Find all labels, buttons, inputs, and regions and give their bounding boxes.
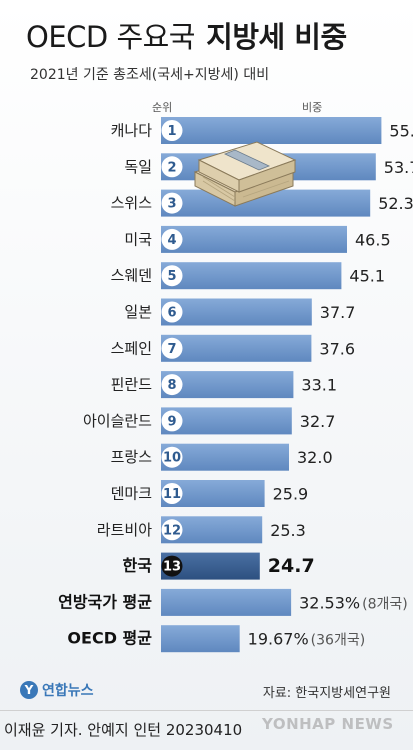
logo-text: 연합뉴스 [42, 683, 94, 699]
value-label: 37.6 [319, 339, 355, 358]
category-label: 독일 [124, 158, 152, 176]
rank-number: 9 [167, 414, 176, 429]
rank-number: 8 [167, 378, 176, 393]
category-label: 일본 [124, 303, 152, 321]
rank-badge [161, 156, 183, 178]
value-label: 53.7 [384, 158, 413, 177]
category-label: 연방국가 평균 [58, 592, 152, 611]
value-label: 55.1% [389, 122, 413, 141]
rank-number: 4 [167, 233, 176, 248]
logo-mark-icon: Y [20, 681, 38, 699]
title-regular: OECD 주요국 [26, 20, 196, 54]
bar-14 [161, 588, 292, 616]
bar-1 [161, 117, 382, 144]
value-label: 25.3 [270, 521, 306, 540]
rank-badge [161, 555, 183, 577]
rank-number: 11 [163, 487, 181, 502]
category-label: 캐나다 [111, 122, 153, 140]
category-label: 프랑스 [111, 448, 153, 466]
yonhap-logo: Y 연합뉴스 [20, 680, 94, 700]
rank-badge [161, 301, 183, 323]
value-label: 52.3 [378, 194, 413, 213]
value-label: 37.7 [320, 303, 356, 322]
watermark: YONHAP NEWS [262, 715, 394, 733]
rank-badge [161, 483, 183, 504]
category-label: 라트비아 [97, 521, 152, 539]
rank-badge [161, 374, 183, 396]
rank-number: 12 [163, 523, 181, 538]
rank-badge [161, 337, 183, 359]
rank-number: 5 [167, 269, 176, 284]
rank-badge [161, 192, 183, 214]
category-label: 핀란드 [111, 376, 153, 394]
bar-7 [161, 334, 312, 362]
category-label: 덴마크 [111, 485, 152, 503]
category-label: 스웨덴 [111, 267, 152, 285]
footer-divider [0, 710, 413, 711]
bar-5 [161, 262, 342, 290]
value-label: 19.67% [248, 630, 309, 649]
source-note: 자료: 한국지방세연구원 [262, 686, 391, 701]
category-label: 스위스 [111, 194, 153, 212]
rank-badge [161, 265, 183, 287]
chart-subtitle: 2021년 기준 총조세(국세+지방세) 대비 [30, 67, 270, 83]
rank-number: 10 [163, 451, 181, 466]
value-label: 32.7 [300, 412, 336, 431]
value-label: 24.7 [268, 555, 315, 577]
bar-4 [161, 225, 347, 253]
rank-number: 2 [167, 160, 176, 175]
rank-badge [161, 120, 183, 141]
category-label: 미국 [124, 230, 152, 248]
title-bold: 지방세 비중 [206, 20, 347, 54]
rank-number: 1 [167, 124, 176, 139]
country-count-note: (8개국) [362, 596, 408, 612]
category-label: 아이슬란드 [83, 412, 152, 430]
rank-column-header: 순위 [152, 101, 173, 114]
value-label: 32.0 [297, 448, 333, 467]
bar-chart: 캐나다 1 55.1% 독일 2 53.7 스위스 3 52.3 미국 4 46.5 스웨덴 5 45.1 일… [58, 117, 413, 653]
chart-title: OECD 주요국 지방세 비중 [26, 14, 347, 56]
bar-6 [161, 298, 312, 326]
rank-badge [161, 410, 183, 432]
value-label: 25.9 [273, 485, 309, 504]
value-label: 46.5 [355, 230, 391, 249]
bar-15 [161, 625, 240, 653]
rank-number: 13 [163, 560, 181, 575]
value-label: 33.1 [301, 376, 337, 395]
share-column-header: 비중 [302, 101, 323, 114]
country-count-note: (36개국) [311, 633, 366, 649]
value-label: 32.53% [299, 593, 360, 612]
category-label: 한국 [123, 556, 153, 575]
bar-9 [161, 407, 292, 435]
rank-number: 6 [167, 306, 176, 321]
category-label: 스페인 [111, 339, 152, 357]
rank-number: 7 [167, 342, 176, 357]
value-label: 45.1 [349, 267, 385, 286]
rank-badge [161, 228, 183, 250]
rank-number: 3 [167, 197, 176, 212]
bar-8 [161, 371, 294, 399]
rank-badge [161, 519, 183, 541]
rank-badge [161, 446, 183, 468]
credit-line: 이재윤 기자. 안예지 인턴 20230410 [4, 721, 243, 739]
category-label: OECD 평균 [67, 629, 152, 648]
money-stack-illustration [193, 141, 297, 207]
